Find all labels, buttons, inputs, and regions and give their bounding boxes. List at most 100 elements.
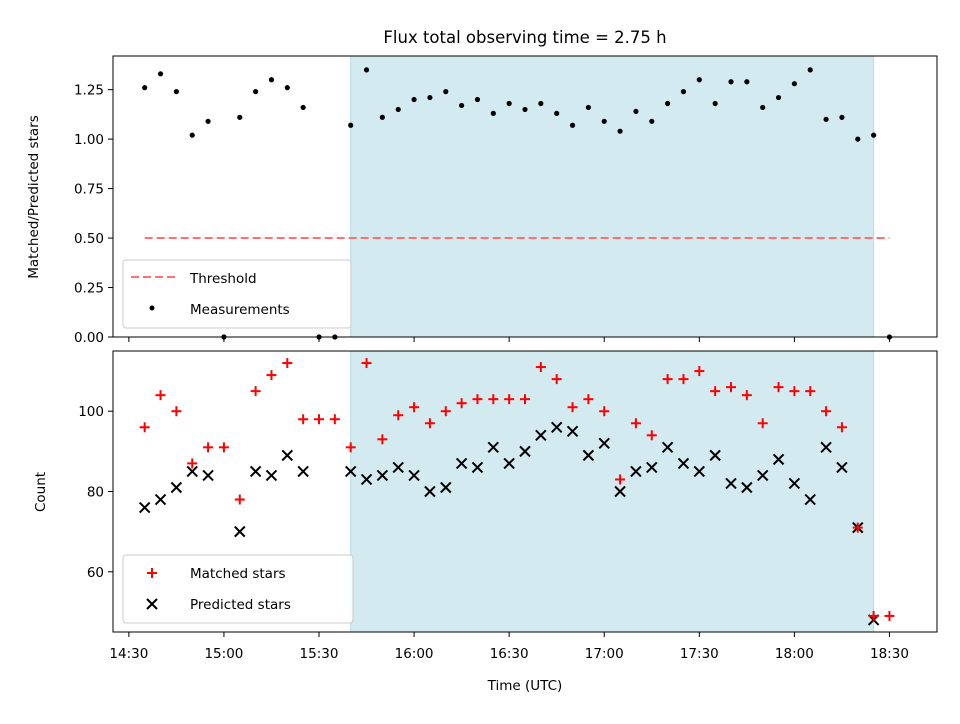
predicted-star-point (408, 469, 420, 482)
predicted-star-point (297, 465, 309, 478)
bottom-ytick-label: 100 (78, 404, 104, 420)
measurement-point (474, 96, 481, 103)
predicted-star-point (281, 449, 294, 462)
measurement-point (871, 132, 877, 138)
measurement-point (617, 128, 623, 134)
matched-star-point (456, 398, 467, 409)
measurement-point (791, 81, 797, 87)
legend-matched-marker (147, 568, 157, 578)
matched-star-point (520, 394, 530, 405)
predicted-star-point (566, 425, 579, 437)
top-ytick-label: 1.00 (74, 132, 104, 148)
measurement-point (744, 79, 750, 85)
top-ytick-label: 0.75 (74, 182, 104, 198)
top-panel-title: Flux total observing time = 2.75 h (383, 28, 666, 47)
matched-star-point (488, 394, 499, 405)
legend-measurements-label: Measurements (190, 302, 290, 318)
matched-star-point (218, 442, 229, 453)
bottom-ytick-label: 60 (87, 565, 104, 581)
predicted-star-point (836, 461, 848, 474)
predicted-star-point (154, 493, 167, 506)
measurement-point (665, 100, 671, 107)
bottom-legend-box (122, 554, 354, 624)
matched-star-point (789, 386, 800, 397)
matched-star-point (409, 402, 420, 413)
matched-star-point (171, 406, 182, 417)
measurement-point (633, 108, 639, 115)
matched-star-point (329, 414, 340, 425)
measurement-point (173, 89, 179, 95)
measurement-point (490, 110, 496, 116)
predicted-star-point (535, 429, 547, 442)
measurement-point (839, 114, 845, 120)
measurement-point (696, 77, 702, 83)
xtick-label: 18:00 (775, 646, 814, 662)
top-shaded-interval (350, 55, 875, 338)
predicted-star-point (265, 469, 278, 482)
matched-star-point (726, 382, 736, 393)
legend-predicted-label: Predicted stars (190, 597, 291, 613)
xtick-label: 17:00 (585, 646, 624, 662)
top-legend: Threshold Measurements (122, 259, 352, 329)
predicted-star-point (424, 485, 436, 498)
measurement-point (855, 136, 861, 142)
matched-star-point (694, 366, 705, 377)
predicted-star-point (360, 473, 373, 486)
measurement-point (443, 89, 449, 95)
top-axes-frame (112, 55, 938, 338)
measurement-point (728, 79, 734, 85)
predicted-star-point (376, 469, 389, 482)
predicted-star-point (582, 449, 595, 462)
measurement-point (189, 132, 195, 138)
matched-star-point (250, 386, 261, 397)
measurement-point (284, 85, 290, 91)
matched-star-point (599, 406, 610, 417)
predicted-star-point (725, 477, 737, 490)
measurement-point (649, 118, 655, 124)
matched-star-point (836, 422, 847, 433)
top-ytick-label: 0.50 (74, 231, 104, 247)
matched-star-point (821, 406, 832, 417)
xtick-label: 16:30 (490, 646, 529, 662)
predicted-star-point (471, 461, 484, 474)
matched-star-point (314, 414, 324, 425)
predicted-star-point (756, 469, 769, 482)
measurement-point (506, 100, 512, 107)
measurement-point (538, 100, 544, 107)
matched-star-point (234, 494, 245, 505)
predicted-star-point (741, 481, 753, 494)
matched-star-point (757, 418, 768, 429)
matched-star-point (852, 522, 863, 533)
matched-star-point (710, 386, 721, 397)
top-ytick-label: 1.25 (74, 83, 104, 99)
matched-star-point (615, 474, 626, 485)
xtick-label: 15:00 (204, 646, 243, 662)
matched-star-point (424, 418, 435, 429)
predicted-star-point (804, 493, 816, 506)
predicted-star-point (661, 441, 674, 454)
matched-star-point (393, 410, 404, 421)
matched-star-point (155, 390, 166, 401)
measurement-point (760, 104, 766, 111)
matched-star-point (773, 382, 784, 393)
bottom-xlabel: Time (UTC) (487, 678, 563, 694)
matched-star-point (361, 358, 372, 369)
matched-star-point (282, 358, 293, 369)
predicted-star-point (693, 465, 706, 478)
measurement-point (712, 100, 718, 107)
matched-star-point (266, 370, 277, 381)
predicted-star-point (392, 461, 404, 474)
legend-measurements-swatch (149, 305, 155, 311)
matched-star-point (630, 418, 641, 429)
bottom-ylabel: Count (33, 472, 49, 512)
predicted-star-point (519, 445, 531, 458)
measurement-point (268, 77, 275, 83)
measurement-point (807, 67, 813, 73)
matched-star-point (298, 414, 309, 425)
matched-star-point (805, 386, 816, 397)
xtick-label: 18:30 (870, 646, 909, 662)
matched-star-point (884, 610, 895, 621)
measurement-point (427, 94, 433, 101)
measurement-point (554, 110, 560, 116)
measurement-point (363, 67, 370, 73)
